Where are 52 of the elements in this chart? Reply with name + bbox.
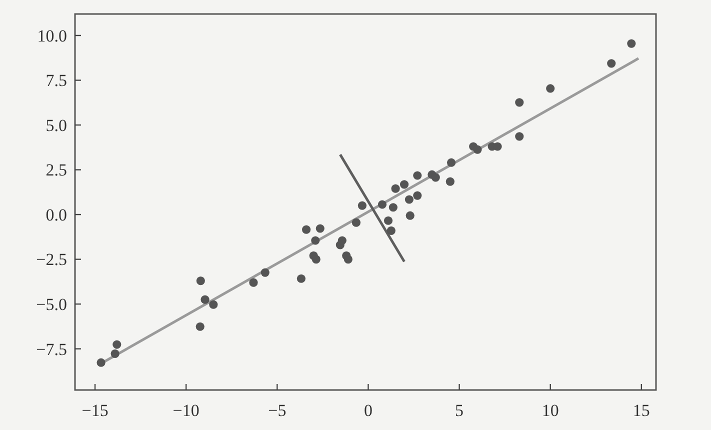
y-tick-label: 10.0	[37, 26, 67, 46]
point	[312, 254, 320, 264]
point	[338, 236, 346, 245]
y-tick-label: 7.5	[46, 71, 67, 90]
point	[302, 225, 311, 234]
point	[515, 132, 524, 141]
point	[446, 158, 456, 167]
y-tick-label: −2.5	[36, 250, 67, 270]
point	[388, 203, 398, 212]
point	[96, 358, 106, 367]
point	[209, 300, 218, 309]
point	[112, 340, 122, 349]
point	[344, 254, 352, 264]
y-tick-label: −7.5	[36, 340, 67, 359]
x-tick-label: 0	[364, 401, 372, 420]
point	[386, 226, 396, 235]
y-tick-label: 5.0	[46, 116, 67, 135]
point	[446, 177, 454, 186]
point	[200, 295, 210, 304]
point	[413, 171, 422, 180]
x-tick-label: −5	[268, 401, 286, 420]
y-tick-label: 0.0	[46, 205, 67, 224]
y-tick-label: −5.0	[36, 295, 67, 314]
x-tick-label: 5	[455, 401, 464, 420]
x-tick-label: −15	[82, 401, 108, 420]
point	[627, 39, 636, 48]
point	[296, 274, 306, 283]
y-tick-label: 2.5	[46, 160, 67, 180]
point	[378, 200, 387, 209]
point	[249, 278, 258, 287]
point	[316, 224, 324, 233]
point	[431, 173, 440, 182]
point	[391, 184, 400, 193]
point	[260, 268, 270, 277]
point	[473, 145, 482, 154]
point	[196, 276, 205, 286]
point	[384, 216, 393, 225]
x-tick-label: −10	[172, 401, 200, 420]
point	[515, 98, 524, 107]
point	[110, 349, 120, 358]
point	[311, 236, 320, 245]
x-tick-label: 15	[632, 401, 650, 420]
x-tick-label: 10	[542, 401, 559, 420]
point	[607, 59, 616, 68]
point	[358, 201, 367, 210]
point	[406, 211, 414, 220]
point	[352, 218, 361, 227]
point	[404, 195, 414, 204]
point	[413, 191, 422, 200]
point	[546, 84, 555, 93]
point	[400, 180, 409, 189]
point	[196, 322, 204, 331]
